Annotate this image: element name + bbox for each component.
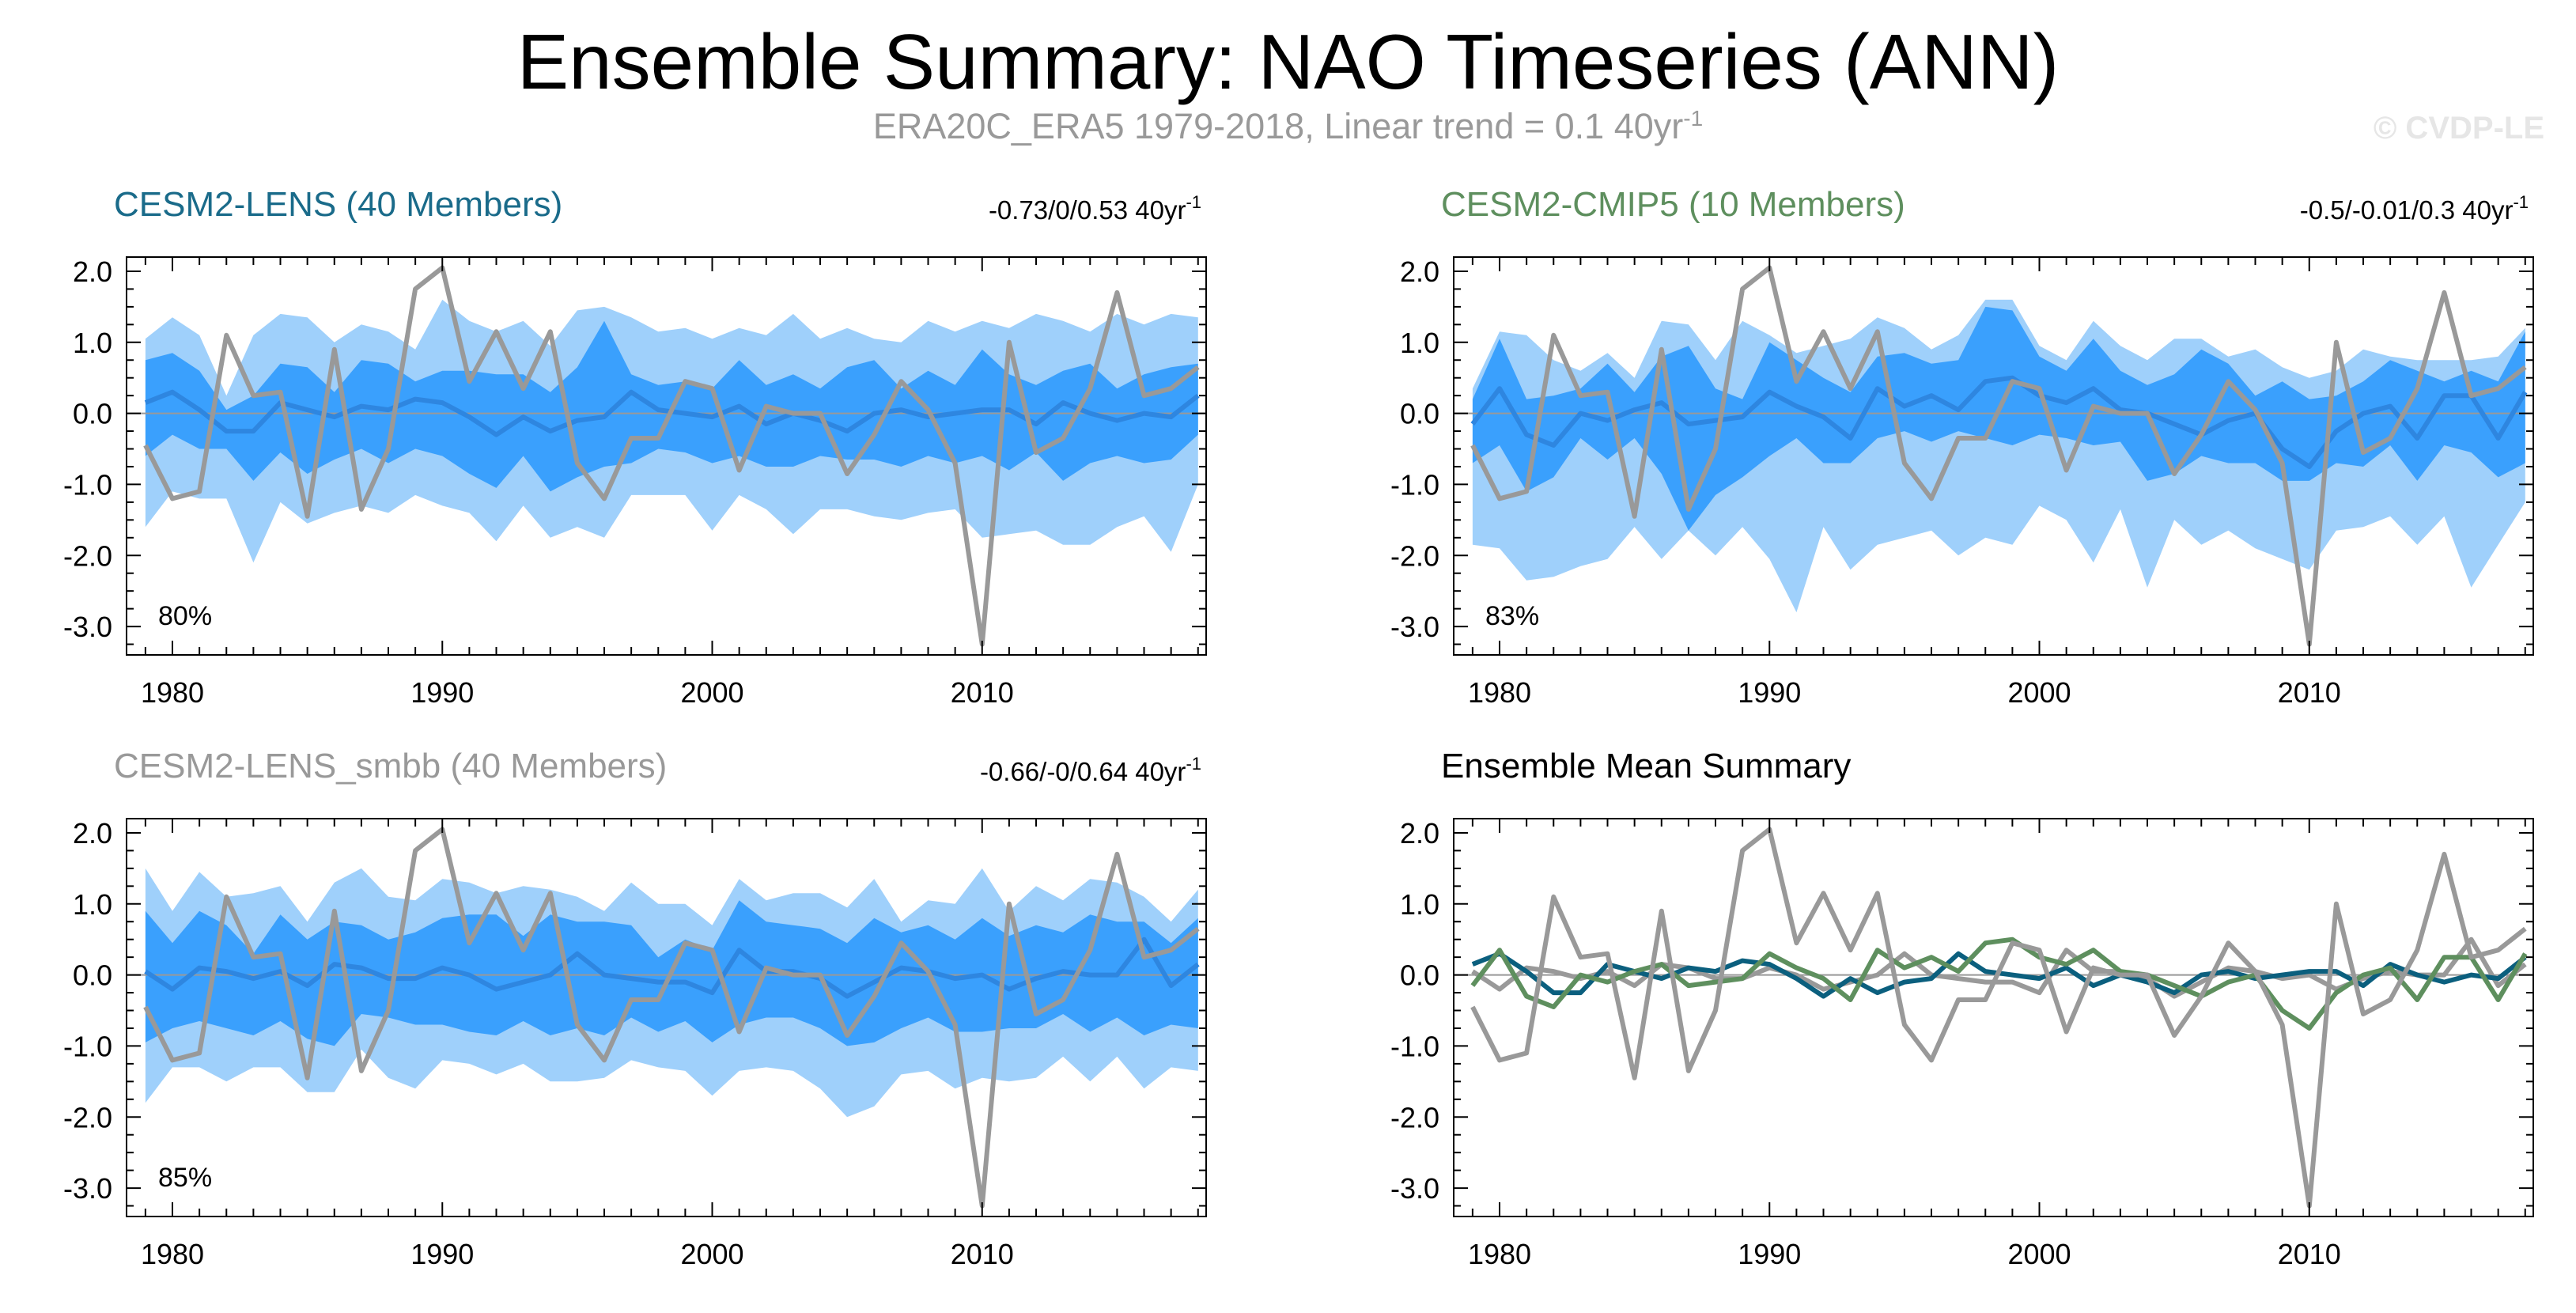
copyright-watermark: © CVDP-LE (2373, 111, 2544, 146)
plot-frame (126, 256, 1207, 656)
figure-subtitle: ERA20C_ERA5 1979-2018, Linear trend = 0.… (0, 106, 2576, 147)
panel-title: CESM2-LENS (40 Members) (114, 185, 562, 224)
y-tick-label: 2.0 (73, 817, 112, 849)
y-tick-label: -2.0 (63, 539, 112, 572)
x-tick-label: 2010 (2278, 676, 2341, 709)
observed-line (143, 827, 1200, 1209)
x-tick-label: 1990 (1738, 1238, 1801, 1270)
observed-line (143, 265, 1200, 647)
percent-label: 83% (1485, 601, 1539, 631)
x-tick-label: 2000 (680, 1238, 743, 1270)
y-tick-label: -2.0 (1390, 539, 1439, 572)
x-tick-label: 1980 (141, 676, 204, 709)
y-tick-label: -3.0 (1390, 611, 1439, 643)
chart-ensemble-mean-summary: Ensemble Mean Summary 1980 1990 2000 2010 2.0… (1390, 747, 2534, 1270)
x-tick-label: 1990 (410, 1238, 474, 1270)
panel-title: CESM2-LENS_smbb (40 Members) (114, 747, 667, 785)
figure-title: Ensemble Summary: NAO Timeseries (ANN) (516, 18, 2060, 105)
y-tick-label: -3.0 (63, 611, 112, 643)
trend-label: -0.73/0/0.53 40yr-1 (989, 192, 1201, 225)
inner-band (1472, 306, 2525, 531)
panel-title: Ensemble Mean Summary (1441, 747, 1851, 785)
percent-label: 85% (158, 1163, 212, 1193)
y-tick-label: -2.0 (63, 1101, 112, 1133)
subtitle-text: ERA20C_ERA5 1979-2018, Linear trend = 0.… (872, 106, 1684, 146)
x-tick-label: 1980 (141, 1238, 204, 1270)
y-tick-label: -1.0 (1390, 468, 1439, 501)
trend-sup: -1 (1186, 754, 1201, 774)
y-tick-label: -1.0 (63, 468, 112, 501)
percent-label: 80% (158, 601, 212, 631)
x-tick-label: 1980 (1468, 676, 1531, 709)
series-line-observed (1470, 827, 2527, 1209)
chart-cesm2-lens: 80% -0.73/0/0.53 40yr-1 CESM2-LENS (40 Mem… (63, 185, 1207, 709)
y-tick-label: 0.0 (1400, 398, 1439, 430)
y-tick-label: 1.0 (1400, 888, 1439, 921)
y-tick-label: 2.0 (1400, 817, 1439, 849)
trend-label: -0.66/-0/0.64 40yr-1 (980, 754, 1201, 786)
y-tick-label: -3.0 (63, 1172, 112, 1205)
x-tick-label: 1990 (410, 676, 474, 709)
subtitle-sup: -1 (1683, 106, 1704, 131)
y-tick-label: 1.0 (73, 888, 112, 921)
x-tick-label: 2000 (680, 676, 743, 709)
ensemble-mean-line (1470, 375, 2528, 469)
y-tick-label: 0.0 (1400, 959, 1439, 992)
y-tick-label: -2.0 (1390, 1101, 1439, 1133)
x-tick-label: 2010 (2278, 1238, 2341, 1270)
y-tick-label: -1.0 (63, 1030, 112, 1062)
chart-cesm2-lens-smbb: 85% -0.66/-0/0.64 40yr-1 CESM2-LENS_smbb (… (63, 747, 1207, 1270)
plot-frame (126, 818, 1207, 1217)
panel-title: CESM2-CMIP5 (10 Members) (1441, 185, 1905, 224)
trend-sup: -1 (1186, 192, 1201, 212)
y-tick-label: 0.0 (73, 398, 112, 430)
y-tick-label: -3.0 (1390, 1172, 1439, 1205)
x-tick-label: 2010 (951, 1238, 1014, 1270)
observed-line (1470, 265, 2527, 647)
y-tick-label: 0.0 (73, 959, 112, 992)
y-tick-label: 1.0 (73, 327, 112, 359)
x-tick-label: 1980 (1468, 1238, 1531, 1270)
x-tick-label: 2000 (2007, 676, 2071, 709)
y-tick-label: 1.0 (1400, 327, 1439, 359)
y-tick-label: 2.0 (73, 255, 112, 288)
chart-cesm2-cmip5: 83% -0.5/-0.01/0.3 40yr-1 CESM2-CMIP5 (10 … (1390, 185, 2534, 709)
y-tick-label: -1.0 (1390, 1030, 1439, 1062)
y-tick-label: 2.0 (1400, 255, 1439, 288)
plot-frame (1453, 256, 2534, 656)
ensemble-mean-line (144, 937, 1200, 999)
trend-sup: -1 (2513, 192, 2529, 212)
plot-frame (1453, 818, 2534, 1217)
trend-label: -0.5/-0.01/0.3 40yr-1 (2300, 192, 2529, 225)
x-tick-label: 2000 (2007, 1238, 2071, 1270)
x-tick-label: 2010 (951, 676, 1014, 709)
outer-band (1472, 299, 2525, 613)
x-tick-label: 1990 (1738, 676, 1801, 709)
series-line-cesm2-cmip5 (1470, 937, 2528, 1031)
